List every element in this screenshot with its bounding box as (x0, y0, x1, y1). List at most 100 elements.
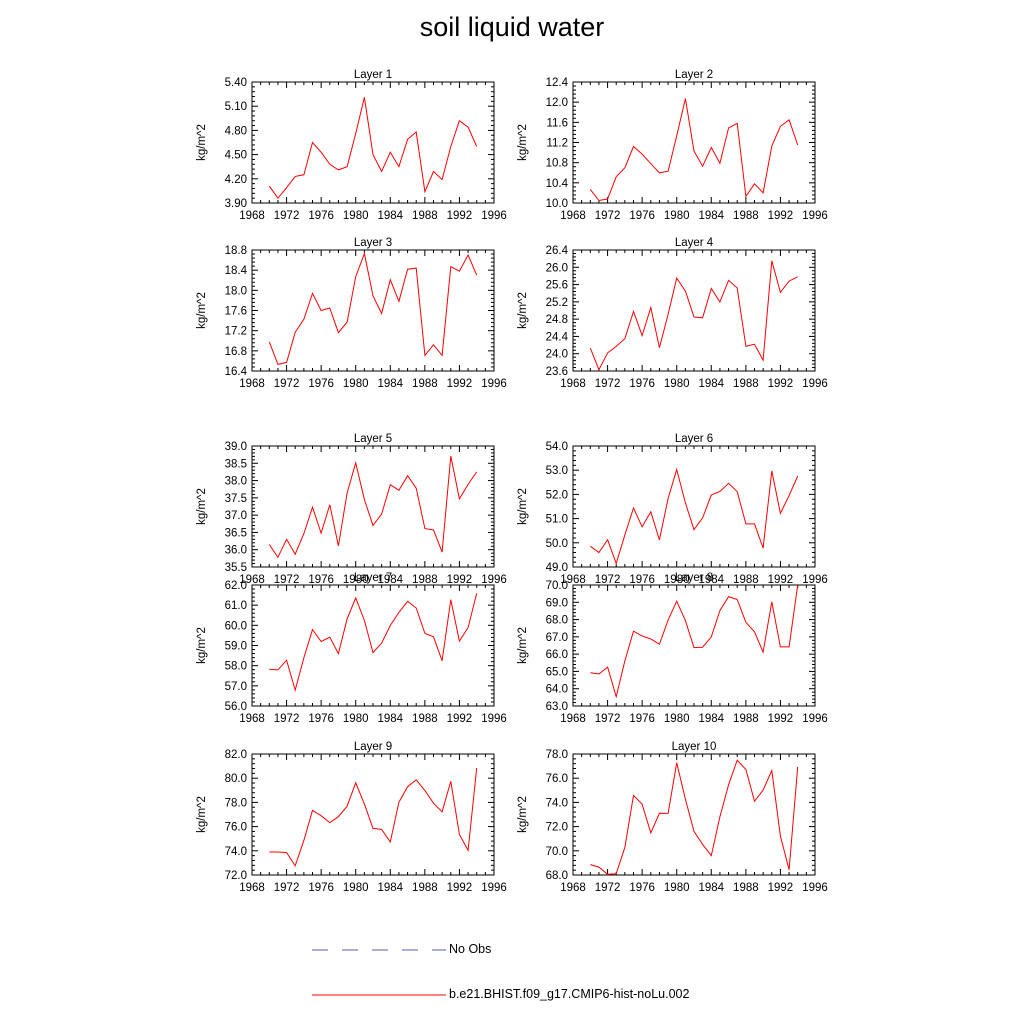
y-tick-label: 78.0 (225, 797, 247, 809)
y-tick-label: 58.0 (225, 661, 247, 673)
x-tick-label: 1996 (802, 378, 828, 390)
panel-title: Layer 3 (354, 237, 392, 249)
panel-title: Layer 1 (354, 69, 392, 81)
series-line (590, 467, 799, 565)
plot-frame (572, 584, 816, 707)
y-axis-label: kg/m^2 (196, 292, 208, 329)
x-tick-label: 1968 (239, 713, 265, 725)
x-tick-label: 1972 (595, 378, 621, 390)
y-tick-label: 37.0 (225, 510, 247, 522)
x-tick-label: 1976 (629, 210, 655, 222)
y-tick-label: 24.0 (546, 349, 568, 361)
panel-layer-3: Layer 3 kg/m^2 1968 1972 1976 1980 1984 1988 199… (196, 237, 507, 390)
x-tick-label: 1968 (560, 574, 586, 586)
y-tick-label: 36.0 (225, 545, 247, 557)
panel-title: Layer 4 (675, 237, 714, 249)
series-line (268, 97, 478, 200)
y-tick-label: 52.0 (546, 489, 568, 501)
series-line (590, 584, 799, 699)
y-tick-label: 18.8 (225, 245, 247, 257)
panel-layer-1: Layer 1 kg/m^2 1968 1972 1976 1980 1984 1988 199… (196, 69, 507, 222)
y-axis-label: kg/m^2 (196, 488, 208, 525)
y-tick-label: 68.0 (546, 870, 568, 882)
x-tick-label: 1972 (274, 713, 300, 725)
y-tick-label: 5.10 (225, 101, 247, 113)
y-tick-label: 5.40 (225, 77, 247, 89)
x-tick-label: 1988 (412, 210, 438, 222)
y-axis-label: kg/m^2 (517, 292, 529, 329)
x-tick-label: 1972 (595, 210, 621, 222)
x-tick-label: 1968 (239, 210, 265, 222)
x-tick-label: 1984 (377, 713, 403, 725)
x-tick-label: 1984 (377, 574, 403, 586)
y-tick-label: 57.0 (225, 681, 247, 693)
panel-layer-10: Layer 10 kg/m^2 1968 1972 1976 1980 1984 1988 19… (517, 741, 828, 894)
x-tick-label: 1980 (343, 210, 369, 222)
x-tick-label: 1996 (802, 574, 828, 586)
x-tick-label: 1996 (481, 713, 507, 725)
y-axis-label: kg/m^2 (196, 796, 208, 833)
x-tick-label: 1976 (308, 574, 334, 586)
series-line (589, 260, 798, 371)
x-tick-label: 1988 (412, 378, 438, 390)
x-tick-label: 1980 (343, 378, 369, 390)
x-tick-label: 1996 (481, 574, 507, 586)
x-tick-label: 1984 (377, 210, 403, 222)
y-tick-label: 26.4 (546, 245, 569, 257)
chart-title: soil liquid water (419, 12, 605, 42)
x-tick-label: 1976 (629, 713, 655, 725)
x-tick-label: 1972 (274, 574, 300, 586)
x-tick-label: 1996 (802, 210, 828, 222)
y-tick-label: 54.0 (546, 441, 568, 453)
panel-layer-7: Layer 7 kg/m^2 1968 1972 1976 1980 1984 1988 199… (196, 572, 507, 725)
x-tick-label: 1984 (698, 378, 724, 390)
y-tick-label: 74.0 (225, 846, 247, 858)
y-tick-label: 37.5 (225, 493, 247, 505)
y-tick-label: 56.0 (225, 701, 247, 713)
y-tick-label: 12.0 (546, 97, 568, 109)
y-tick-label: 39.0 (225, 441, 247, 453)
x-tick-label: 1992 (768, 574, 794, 586)
plot-frame (572, 249, 816, 372)
y-axis-label: kg/m^2 (517, 124, 529, 161)
panel-title: Layer 10 (672, 741, 717, 753)
panel-layer-5: Layer 5 kg/m^2 1968 1972 1976 1980 1984 1988 199… (196, 433, 507, 586)
x-tick-label: 1968 (560, 210, 586, 222)
x-tick-label: 1980 (343, 574, 369, 586)
y-tick-label: 3.90 (225, 198, 247, 210)
x-tick-label: 1996 (481, 210, 507, 222)
y-tick-label: 49.0 (546, 562, 568, 574)
y-tick-label: 35.5 (225, 562, 247, 574)
x-tick-label: 1984 (377, 378, 403, 390)
y-tick-label: 11.6 (546, 117, 568, 129)
x-tick-label: 1972 (274, 882, 300, 894)
plot-frame (251, 753, 495, 876)
series-line (268, 455, 478, 559)
y-tick-label: 38.0 (225, 476, 247, 488)
x-tick-label: 1992 (447, 713, 473, 725)
x-tick-label: 1996 (802, 882, 828, 894)
y-tick-label: 65.0 (546, 666, 568, 678)
y-tick-label: 60.0 (225, 620, 247, 632)
panel-layer-2: Layer 2 kg/m^2 1968 1972 1976 1980 1984 1988 199… (517, 69, 828, 222)
y-tick-label: 64.0 (546, 684, 568, 696)
x-tick-label: 1992 (447, 378, 473, 390)
x-tick-label: 1988 (412, 882, 438, 894)
x-tick-label: 1992 (447, 574, 473, 586)
x-tick-label: 1988 (733, 378, 759, 390)
y-tick-label: 16.8 (225, 346, 247, 358)
x-tick-label: 1988 (733, 210, 759, 222)
plot-frame (251, 249, 495, 372)
y-tick-label: 76.0 (225, 822, 247, 834)
x-tick-label: 1972 (274, 210, 300, 222)
x-tick-label: 1968 (560, 713, 586, 725)
series-line (268, 251, 478, 365)
y-tick-label: 72.0 (546, 822, 568, 834)
y-tick-label: 10.4 (546, 178, 569, 190)
x-tick-label: 1984 (377, 882, 403, 894)
y-tick-label: 17.2 (225, 326, 247, 338)
x-tick-label: 1972 (595, 882, 621, 894)
x-tick-label: 1984 (698, 882, 724, 894)
y-tick-label: 67.0 (546, 632, 568, 644)
series-line (269, 767, 478, 867)
